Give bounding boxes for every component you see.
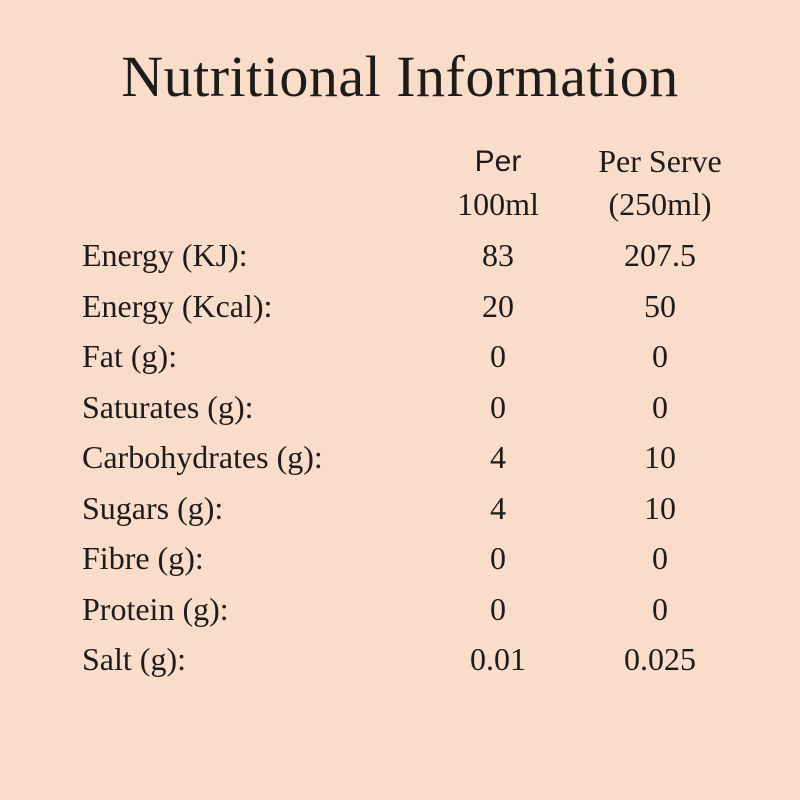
row-label: Fat (g): (82, 338, 178, 375)
table-row-fat: Fat (g): 0 0 (82, 331, 752, 382)
row-label: Fibre (g): (82, 540, 204, 577)
value-per-serve: 0.025 (624, 641, 696, 678)
table-row-energy-kj: Energy (KJ): 83 207.5 (82, 230, 752, 281)
column-header-per-100ml-line2: 100ml (457, 186, 539, 222)
column-header-per-100ml-line1: Per (474, 145, 522, 178)
table-row-energy-kcal: Energy (Kcal): 20 50 (82, 281, 752, 332)
column-header-per-serve-line2: (250ml) (608, 186, 712, 222)
column-header-per-serve: Per Serve (250ml) (584, 140, 736, 226)
value-per-100ml: 0 (490, 338, 506, 375)
value-per-serve: 10 (644, 489, 676, 526)
value-per-100ml: 20 (482, 287, 514, 324)
column-header-per-100ml: Per 100ml (412, 140, 584, 226)
page-title: Nutritional Information (121, 44, 679, 109)
value-per-100ml: 4 (490, 439, 506, 476)
value-per-100ml: 0.01 (470, 641, 526, 678)
column-header-per-serve-line1: Per Serve (598, 143, 722, 179)
row-label: Sugars (g): (82, 489, 224, 526)
value-per-100ml: 4 (490, 489, 506, 526)
row-label: Energy (Kcal): (82, 287, 273, 324)
value-per-serve: 0 (652, 338, 668, 375)
table-row-fibre: Fibre (g): 0 0 (82, 533, 752, 584)
value-per-serve: 0 (652, 540, 668, 577)
table-header-row: Per 100ml Per Serve (250ml) (82, 140, 752, 226)
value-per-serve: 50 (644, 287, 676, 324)
value-per-100ml: 0 (490, 540, 506, 577)
value-per-serve: 0 (652, 590, 668, 627)
table-row-sugars: Sugars (g): 4 10 (82, 483, 752, 534)
value-per-serve: 0 (652, 388, 668, 425)
value-per-serve: 207.5 (624, 237, 696, 274)
value-per-100ml: 0 (490, 388, 506, 425)
value-per-serve: 10 (644, 439, 676, 476)
row-label: Saturates (g): (82, 388, 254, 425)
value-per-100ml: 83 (482, 237, 514, 274)
table-row-saturates: Saturates (g): 0 0 (82, 382, 752, 433)
table-row-carbohydrates: Carbohydrates (g): 4 10 (82, 432, 752, 483)
row-label: Energy (KJ): (82, 237, 248, 274)
nutrition-table: Per 100ml Per Serve (250ml) Energy (KJ):… (0, 140, 800, 685)
row-label: Salt (g): (82, 641, 186, 678)
row-label: Carbohydrates (g): (82, 439, 323, 476)
row-label: Protein (g): (82, 590, 229, 627)
table-row-protein: Protein (g): 0 0 (82, 584, 752, 635)
value-per-100ml: 0 (490, 590, 506, 627)
table-row-salt: Salt (g): 0.01 0.025 (82, 634, 752, 685)
